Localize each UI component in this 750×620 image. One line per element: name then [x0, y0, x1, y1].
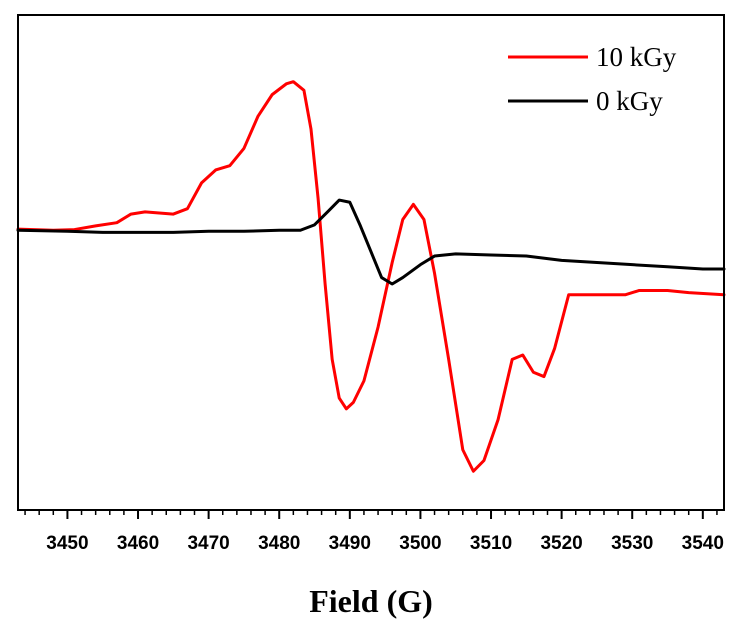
x-tick-label: 3520 [540, 533, 582, 554]
x-tick-label: 3530 [611, 533, 653, 554]
x-tick-label: 3470 [187, 533, 229, 554]
series-line-2 [16, 198, 726, 286]
x-tick-label: 3510 [470, 533, 512, 554]
legend: 10 kGy 0 kGy [508, 42, 677, 116]
series-layer [16, 80, 726, 473]
x-tick-label: 3500 [399, 533, 441, 554]
x-tick-label: 3540 [682, 533, 724, 554]
series-line-1 [16, 80, 726, 473]
plot-frame [17, 14, 725, 511]
legend-label-2: 0 kGy [596, 86, 663, 116]
x-tick-label: 3450 [46, 533, 88, 554]
x-tick-label: 3480 [258, 533, 300, 554]
x-tick-label: 3490 [329, 533, 371, 554]
x-tick-label: 3460 [117, 533, 159, 554]
x-axis-title: Field (G) [309, 583, 433, 619]
x-axis: 3450 3460 3470 3480 3490 3500 3510 3520 3530 3540 [24, 510, 724, 554]
legend-label-1: 10 kGy [596, 42, 677, 72]
